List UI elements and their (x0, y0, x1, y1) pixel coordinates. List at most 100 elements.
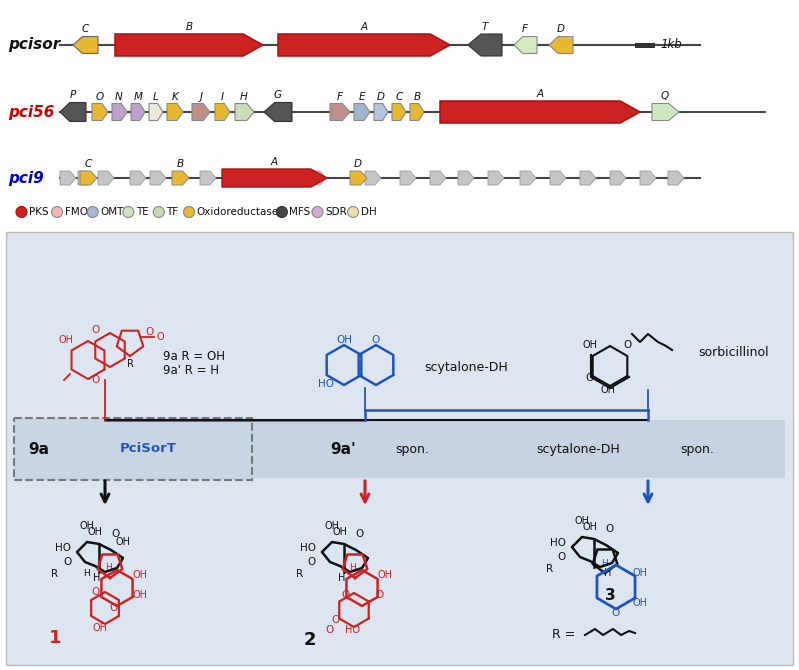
Text: sorbicillinol: sorbicillinol (698, 346, 769, 360)
Bar (14, 420, 785, 478)
Text: O: O (624, 340, 632, 350)
Text: O: O (326, 625, 334, 635)
Text: OH: OH (582, 340, 598, 350)
Polygon shape (330, 103, 350, 121)
Text: HO: HO (550, 538, 566, 548)
Text: Q: Q (661, 92, 669, 101)
Text: O: O (308, 557, 316, 567)
Polygon shape (488, 171, 504, 185)
Text: OH: OH (88, 527, 102, 537)
Text: OH: OH (574, 516, 590, 526)
Text: OH: OH (633, 598, 647, 608)
Text: OH: OH (116, 537, 130, 547)
Text: DH: DH (360, 207, 376, 217)
Circle shape (16, 206, 27, 218)
Text: H: H (84, 570, 90, 578)
Polygon shape (410, 103, 424, 121)
Polygon shape (520, 171, 536, 185)
Polygon shape (149, 103, 163, 121)
Text: H: H (604, 568, 612, 578)
Polygon shape (549, 36, 573, 54)
Polygon shape (167, 103, 183, 121)
Bar (635, 42, 655, 48)
Polygon shape (192, 103, 210, 121)
Text: L: L (153, 92, 159, 101)
Polygon shape (440, 101, 640, 123)
Circle shape (312, 206, 323, 218)
Polygon shape (580, 171, 596, 185)
Polygon shape (98, 171, 114, 185)
Text: OH: OH (79, 521, 94, 531)
Text: O: O (96, 92, 104, 101)
Text: B: B (177, 159, 184, 169)
Polygon shape (131, 103, 145, 121)
Circle shape (123, 206, 133, 218)
Text: pcisor: pcisor (8, 38, 60, 52)
Text: O: O (341, 590, 349, 600)
Text: TE: TE (136, 207, 149, 217)
Text: H: H (93, 573, 101, 583)
Text: O: O (92, 375, 100, 385)
Text: SDR: SDR (325, 207, 347, 217)
Text: 9a' R = H: 9a' R = H (163, 364, 219, 377)
Text: 1kb: 1kb (660, 38, 682, 52)
Polygon shape (222, 169, 327, 187)
Text: R: R (126, 359, 133, 369)
Circle shape (52, 206, 62, 218)
Text: 3: 3 (605, 588, 615, 602)
Text: O: O (376, 590, 384, 600)
Text: MFS: MFS (289, 207, 311, 217)
Text: H: H (350, 563, 356, 572)
Text: I: I (221, 92, 224, 101)
Polygon shape (115, 34, 263, 56)
Text: 1: 1 (49, 629, 62, 647)
Text: TF: TF (166, 207, 178, 217)
Text: R: R (51, 569, 58, 579)
Text: C: C (396, 92, 403, 101)
Text: N: N (115, 92, 123, 101)
Text: O: O (586, 373, 594, 383)
Text: H: H (240, 92, 248, 101)
Text: O: O (611, 608, 619, 618)
Text: OH: OH (336, 335, 352, 345)
FancyBboxPatch shape (14, 418, 252, 480)
Polygon shape (215, 103, 230, 121)
Text: spon.: spon. (395, 442, 429, 456)
Text: G: G (274, 90, 282, 100)
Text: R: R (296, 569, 304, 579)
Text: D: D (354, 159, 362, 169)
Polygon shape (365, 171, 381, 185)
Polygon shape (374, 103, 388, 121)
Polygon shape (80, 171, 97, 185)
Circle shape (348, 206, 359, 218)
Polygon shape (458, 171, 474, 185)
Text: HO: HO (300, 543, 316, 553)
Text: OH: OH (93, 623, 108, 633)
Text: scytalone-DH: scytalone-DH (424, 362, 507, 375)
Text: C: C (85, 159, 92, 169)
Text: R: R (547, 564, 554, 574)
Text: O: O (558, 552, 566, 562)
Text: OH: OH (332, 527, 348, 537)
Text: A: A (536, 89, 543, 99)
Polygon shape (264, 103, 292, 121)
Text: O: O (92, 325, 100, 335)
Text: O: O (331, 615, 339, 625)
Text: 2: 2 (304, 631, 316, 649)
Polygon shape (310, 171, 326, 185)
Text: scytalone-DH: scytalone-DH (536, 442, 620, 456)
Polygon shape (350, 171, 367, 185)
Polygon shape (610, 171, 626, 185)
Polygon shape (200, 171, 216, 185)
Polygon shape (150, 171, 166, 185)
Polygon shape (392, 103, 406, 121)
Text: O: O (111, 529, 119, 539)
Text: C: C (81, 25, 89, 34)
Text: 9a: 9a (28, 442, 49, 456)
Text: O: O (372, 335, 380, 345)
Text: 9a R = OH: 9a R = OH (163, 350, 225, 364)
Text: J: J (200, 92, 202, 101)
Text: A: A (360, 22, 368, 32)
Text: O: O (356, 529, 364, 539)
Text: A: A (270, 157, 277, 167)
